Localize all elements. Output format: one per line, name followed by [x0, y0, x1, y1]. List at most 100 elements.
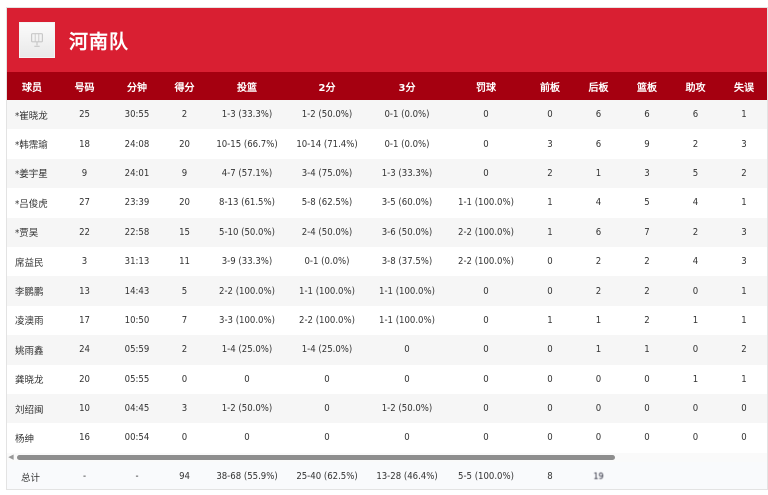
cell-oreb: 0 — [547, 373, 553, 385]
team-boxscore-card: 河南队 球员 号码 分钟 得分 投篮 2分 3分 罚球 前板 后板 篮板 助攻 … — [6, 7, 768, 490]
cell-name[interactable]: 姚雨鑫 — [15, 345, 44, 357]
cell-three: 3-5 (60.0%) — [381, 197, 433, 209]
cell-three: 0-1 (0.0%) — [384, 109, 430, 121]
cell-two: 0 — [324, 403, 330, 415]
cell-two: 1-1 (100.0%) — [299, 285, 355, 297]
table-row[interactable]: *崔晓龙 25 30:55 2 1-3 (33.3%) 1-2 (50.0%) 0-1 (0… — [7, 100, 767, 130]
totals-row: 总计 - - 94 38-68 (55.9%) 25-40 (62.5%) 13… — [7, 462, 767, 489]
cell-points: 3 — [181, 403, 188, 415]
cell-dreb: 1 — [595, 167, 602, 179]
cell-points: 0 — [181, 432, 188, 444]
col-header-minutes[interactable]: 分钟 — [127, 82, 147, 94]
cell-two: 10-14 (71.4%) — [296, 138, 358, 150]
cell-dreb: 6 — [595, 226, 602, 238]
table-row[interactable]: 凌澳雨 17 10:50 7 3-3 (100.0%) 2-2 (100.0%) 1-1 (… — [7, 305, 767, 336]
cell-ast: 4 — [692, 197, 699, 209]
cell-name[interactable]: 龚晓龙 — [15, 375, 44, 387]
col-header-ast[interactable]: 助攻 — [685, 82, 706, 94]
totals-ast — [672, 462, 719, 489]
col-header-reb[interactable]: 篮板 — [637, 82, 657, 94]
table-row[interactable]: 龚晓龙 20 05:55 0 0 0 0 0 0 0 0 1 1 — [7, 364, 767, 394]
cell-fg: 1-4 (25.0%) — [221, 344, 273, 356]
cell-fg: 0 — [244, 373, 250, 385]
team-logo — [19, 22, 55, 58]
cell-name[interactable]: 李鹏鹏 — [15, 287, 44, 299]
cell-dreb: 6 — [595, 138, 602, 150]
cell-fg: 1-3 (33.3%) — [221, 109, 273, 121]
table-row[interactable]: *韩霈瑜 18 24:08 20 10-15 (66.7%) 10-14 (71.4%) 0… — [7, 129, 767, 159]
cell-name[interactable]: *姜宇星 — [15, 169, 48, 181]
cell-ft: 0 — [483, 432, 489, 444]
table-row[interactable]: *贾昊 22 22:58 15 5-10 (50.0%) 2-4 (50.0%) 3-6 (… — [7, 217, 767, 247]
scrollbar-thumb[interactable] — [17, 455, 615, 460]
col-header-oreb[interactable]: 前板 — [540, 82, 560, 94]
cell-oreb: 3 — [547, 138, 553, 150]
table-row[interactable]: *姜宇星 9 24:01 9 4-7 (57.1%) 3-4 (75.0%) 1-3 (33… — [7, 158, 767, 189]
cell-tov: 0 — [741, 403, 747, 415]
totals-points: 94 — [179, 471, 190, 482]
cell-fg: 0 — [244, 432, 250, 444]
col-header-two[interactable]: 2分 — [318, 82, 336, 94]
cell-minutes: 05:55 — [124, 373, 150, 385]
cell-dreb: 1 — [595, 344, 602, 356]
cell-name[interactable]: *吕俊虎 — [15, 198, 48, 210]
cell-oreb: 1 — [547, 226, 553, 238]
table-row[interactable]: 姚雨鑫 24 05:59 2 1-4 (25.0%) 1-4 (25.0%) 0 0 0 1 1 0 2 — [7, 335, 767, 365]
cell-number: 22 — [79, 226, 90, 238]
cell-two: 1-4 (25.0%) — [301, 344, 353, 356]
cell-reb: 2 — [644, 314, 650, 326]
cell-number: 10 — [79, 403, 90, 415]
cell-oreb: 0 — [547, 109, 553, 121]
col-header-fg[interactable]: 投篮 — [237, 82, 257, 94]
cell-minutes: 10:50 — [124, 314, 150, 326]
cell-oreb: 0 — [547, 285, 553, 297]
table-row[interactable]: 席益民 3 31:13 11 3-9 (33.3%) 0-1 (0.0%) 3-8 (37.… — [7, 246, 767, 277]
cell-number: 13 — [79, 285, 90, 297]
cell-reb: 2 — [644, 285, 650, 297]
cell-name[interactable]: 杨绅 — [15, 433, 35, 445]
totals-two: 25-40 (62.5%) — [296, 471, 358, 482]
cell-points: 7 — [181, 314, 188, 326]
cell-reb: 0 — [644, 373, 650, 385]
cell-three: 3-8 (37.5%) — [381, 256, 433, 268]
col-header-ft[interactable]: 罚球 — [476, 82, 496, 94]
cell-dreb: 2 — [595, 285, 602, 297]
table-row[interactable]: *吕俊虎 27 23:39 20 8-13 (61.5%) 5-8 (62.5%) 3-5 … — [7, 188, 767, 218]
cell-minutes: 31:13 — [124, 256, 150, 268]
cell-two: 5-8 (62.5%) — [301, 197, 353, 209]
table-row[interactable]: 刘绍闽 10 04:45 3 1-2 (50.0%) 0 1-2 (50.0%) 0 0 0 0 0 0 — [7, 393, 767, 424]
cell-name[interactable]: *韩霈瑜 — [15, 140, 48, 152]
cell-ast: 2 — [692, 138, 699, 150]
col-header-dreb[interactable]: 后板 — [588, 82, 609, 94]
cell-ft: 0 — [483, 109, 489, 121]
cell-ast: 2 — [692, 226, 699, 238]
cell-fg: 4-7 (57.1%) — [221, 167, 273, 179]
cell-name[interactable]: 席益民 — [15, 257, 44, 269]
totals-tov — [719, 462, 767, 489]
col-header-three[interactable]: 3分 — [398, 82, 416, 94]
cell-name[interactable]: *贾昊 — [15, 228, 39, 240]
cell-ast: 0 — [692, 432, 699, 444]
col-header-points[interactable]: 得分 — [174, 82, 195, 94]
horizontal-scrollbar[interactable]: ◀ — [7, 453, 767, 462]
cell-tov: 2 — [741, 344, 747, 356]
table-row[interactable]: 杨绅 16 00:54 0 0 0 0 0 0 0 0 0 0 — [7, 423, 767, 453]
cell-tov: 1 — [741, 373, 747, 385]
cell-three: 1-2 (50.0%) — [381, 403, 433, 415]
scroll-left-arrow-icon[interactable]: ◀ — [8, 453, 14, 461]
cell-ft: 1-1 (100.0%) — [458, 197, 514, 209]
cell-name[interactable]: *崔晓龙 — [15, 110, 48, 122]
totals-fg: 38-68 (55.9%) — [216, 471, 278, 482]
col-header-number[interactable]: 号码 — [74, 82, 95, 94]
cell-ft: 0 — [483, 167, 489, 179]
cell-reb: 7 — [644, 226, 650, 238]
boxscore-table: 球员 号码 分钟 得分 投篮 2分 3分 罚球 前板 后板 篮板 助攻 失误 *… — [7, 72, 767, 453]
cell-ft: 0 — [483, 373, 489, 385]
cell-three: 0-1 (0.0%) — [384, 138, 430, 150]
table-row[interactable]: 李鹏鹏 13 14:43 5 2-2 (100.0%) 1-1 (100.0%) 1-1 (… — [7, 276, 767, 306]
cell-number: 9 — [81, 167, 88, 179]
col-header-player[interactable]: 球员 — [22, 82, 42, 94]
cell-name[interactable]: 凌澳雨 — [15, 316, 44, 328]
col-header-tov[interactable]: 失误 — [734, 82, 754, 94]
cell-name[interactable]: 刘绍闽 — [15, 404, 44, 416]
